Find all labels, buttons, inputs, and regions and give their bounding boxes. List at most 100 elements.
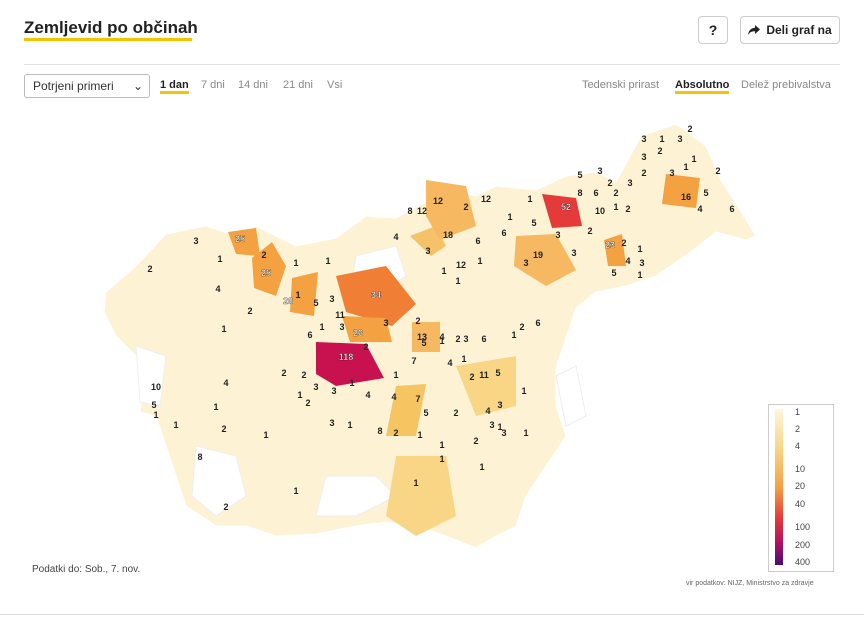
municipality-label: 5 xyxy=(313,298,318,308)
municipality-label: 2 xyxy=(469,372,474,382)
municipality-label: 18 xyxy=(443,230,453,240)
municipality-label: 1 xyxy=(521,386,526,396)
municipality-label: 4 xyxy=(223,378,228,388)
municipality-label: 2 xyxy=(657,146,662,156)
region-highlight xyxy=(290,272,318,316)
municipality-label: 2 xyxy=(261,250,266,260)
legend-label: 1 xyxy=(795,407,801,417)
municipality-label: 1 xyxy=(439,454,444,464)
municipality-label: 4 xyxy=(391,392,396,402)
tab-14-dni[interactable]: 14 dni xyxy=(238,79,268,91)
legend-label: 200 xyxy=(795,540,811,550)
municipality-label: 16 xyxy=(681,192,691,202)
municipality-label: 5 xyxy=(495,368,500,378)
municipality-label: 25 xyxy=(235,234,245,244)
legend-label: 2 xyxy=(795,424,801,434)
municipality-label: 2 xyxy=(613,188,618,198)
municipality-label: 4 xyxy=(447,358,452,368)
legend-label: 10 xyxy=(795,464,806,474)
municipality-label: 4 xyxy=(215,284,220,294)
municipality-label: 1 xyxy=(293,486,298,496)
data-date: Podatki do: Sob., 7. nov. xyxy=(32,564,141,575)
share-button[interactable]: Deli graf na xyxy=(740,16,840,44)
municipality-label: 6 xyxy=(593,188,598,198)
region-highlight xyxy=(514,234,576,286)
municipality-label: 1 xyxy=(691,154,696,164)
chevron-down-icon: ⌄ xyxy=(132,79,143,93)
municipality-label: 5 xyxy=(421,338,426,348)
municipality-label: 19 xyxy=(533,250,543,260)
municipality-label: 118 xyxy=(339,352,354,362)
tab-vsi[interactable]: Vsi xyxy=(327,79,343,91)
municipality-label: 3 xyxy=(489,420,494,430)
metric-select-value: Potrjeni primeri xyxy=(33,79,114,93)
municipality-label: 3 xyxy=(497,400,502,410)
tab-1-dan[interactable]: 1 dan xyxy=(160,79,189,94)
municipality-label: 6 xyxy=(535,318,540,328)
region-highlight xyxy=(662,174,700,208)
tab-absolutno[interactable]: Absolutno xyxy=(675,79,730,94)
municipality-label: 1 xyxy=(319,322,324,332)
region-highlight xyxy=(228,228,260,256)
municipality-label: 2 xyxy=(415,316,420,326)
municipality-label: 1 xyxy=(439,336,444,346)
municipality-label: 3 xyxy=(329,418,334,428)
municipality-label: 1 xyxy=(349,378,354,388)
municipality-label: 2 xyxy=(625,204,630,214)
divider xyxy=(24,64,840,65)
municipality-label: 3 xyxy=(677,134,682,144)
municipality-label: 1 xyxy=(439,440,444,450)
municipality-label: 34 xyxy=(371,290,381,300)
municipality-label: 3 xyxy=(571,248,576,258)
municipality-label: 11 xyxy=(335,310,345,320)
tab-21-dni[interactable]: 21 dni xyxy=(283,79,313,91)
tab-delez-prebivalstva[interactable]: Delež prebivalstva xyxy=(741,79,831,91)
municipality-label: 1 xyxy=(297,390,302,400)
municipality-label: 12 xyxy=(456,260,466,270)
municipality-label: 2 xyxy=(687,124,692,134)
region-highlight xyxy=(342,316,392,342)
municipality-label: 6 xyxy=(729,204,734,214)
tab-tedenski-prirast[interactable]: Tedenski prirast xyxy=(582,79,660,91)
municipality-label: 1 xyxy=(637,244,642,254)
municipality-label: 1 xyxy=(637,270,642,280)
municipality-label: 3 xyxy=(193,236,198,246)
municipality-label: 2 xyxy=(393,428,398,438)
no-data-region xyxy=(315,475,397,517)
region-highlight xyxy=(542,194,582,228)
municipality-label: 3 xyxy=(555,230,560,240)
bottom-divider xyxy=(0,614,864,615)
municipality-label: 1 xyxy=(295,290,300,300)
share-arrow-icon xyxy=(748,24,761,35)
municipality-label: 1 xyxy=(417,430,422,440)
region-highlight xyxy=(386,456,456,536)
municipality-label: 4 xyxy=(365,390,370,400)
metric-select[interactable]: Potrjeni primeri ⌄ xyxy=(24,74,150,98)
page-title: Zemljevid po občinah xyxy=(24,18,198,37)
tab-7-dni[interactable]: 7 dni xyxy=(201,79,225,91)
legend-label: 20 xyxy=(795,481,806,491)
municipality-label: 12 xyxy=(417,206,427,216)
municipality-label: 6 xyxy=(501,228,506,238)
share-label: Deli graf na xyxy=(766,23,832,37)
municipality-label: 1 xyxy=(523,428,528,438)
municipality-label: 5 xyxy=(611,268,616,278)
municipality-label: 3 xyxy=(627,178,632,188)
help-button[interactable]: ? xyxy=(698,16,728,44)
municipality-label: 8 xyxy=(407,206,412,216)
municipality-label: 3 xyxy=(331,386,336,396)
municipality-label: 1 xyxy=(497,422,502,432)
municipality-label: 12 xyxy=(433,196,443,206)
municipality-label: 28 xyxy=(283,296,293,306)
municipality-label: 3 xyxy=(639,258,644,268)
municipality-label: 6 xyxy=(481,334,486,344)
municipality-label: 52 xyxy=(561,202,571,212)
municipality-label: 26 xyxy=(353,328,363,338)
municipality-label: 10 xyxy=(595,206,605,216)
region-highlight xyxy=(336,266,416,326)
legend-label: 4 xyxy=(795,441,801,451)
municipality-label: 3 xyxy=(383,318,388,328)
municipality-label: 1 xyxy=(413,478,418,488)
municipality-label: 1 xyxy=(441,266,446,276)
municipality-label: 4 xyxy=(393,232,398,242)
